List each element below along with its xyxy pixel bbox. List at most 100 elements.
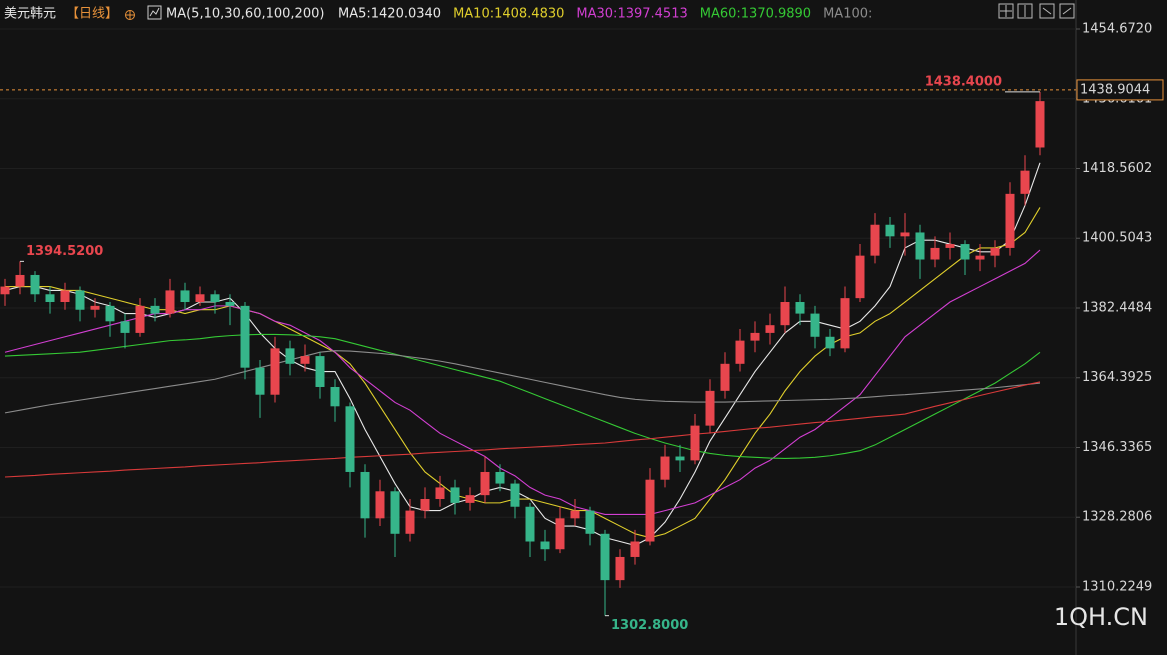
candle-body xyxy=(750,332,760,341)
ma-line xyxy=(4,350,1041,414)
grid xyxy=(0,28,1076,588)
annotations: 1438.4000 1302.8000 1394.5200 xyxy=(0,74,1076,633)
candle-body xyxy=(960,244,970,260)
candle-body xyxy=(945,244,955,248)
period[interactable]: 【日线】 xyxy=(66,7,118,22)
legend-entry: MA60:1370.9890 xyxy=(700,7,811,22)
candle-body xyxy=(825,336,835,349)
candle-body xyxy=(525,506,535,542)
legend-entry: MA10:1408.4830 xyxy=(453,7,564,22)
candle-body xyxy=(240,305,250,368)
candle-body xyxy=(990,247,1000,256)
tool-button[interactable] xyxy=(1059,3,1075,19)
tool-button[interactable] xyxy=(1017,3,1033,19)
candle-body xyxy=(795,302,805,314)
candle-body xyxy=(150,305,160,314)
candle-body xyxy=(600,533,610,581)
candle-body xyxy=(570,510,580,519)
candle-body xyxy=(900,232,910,237)
candle-body xyxy=(495,471,505,484)
candle-body xyxy=(705,390,715,426)
candle-body xyxy=(390,491,400,534)
candle-body xyxy=(885,224,895,237)
candles xyxy=(0,91,1045,616)
tool-glyph xyxy=(1062,7,1072,15)
high-label: 1438.4000 xyxy=(925,74,1002,89)
candle-body xyxy=(330,386,340,407)
y-tick-label: 1364.3925 xyxy=(1082,370,1152,385)
candle-body xyxy=(855,255,865,299)
candle-body xyxy=(135,305,145,333)
candle-body xyxy=(75,290,85,310)
legend-entry: MA5:1420.0340 xyxy=(338,7,441,22)
ma-lines xyxy=(4,162,1041,546)
candle-body xyxy=(165,290,175,314)
candle-body xyxy=(210,294,220,303)
candle-body xyxy=(480,471,490,496)
candle-body xyxy=(180,290,190,303)
low-label: 1302.8000 xyxy=(611,618,688,633)
header: 美元韩元 【日线】 MA(5,10,30,60,100,200) MA5:142… xyxy=(4,5,872,22)
candle-body xyxy=(660,456,670,480)
candle-body xyxy=(975,255,985,260)
candle-body xyxy=(765,325,775,333)
candle-body xyxy=(60,290,70,303)
candle-body xyxy=(270,348,280,395)
candle-body xyxy=(255,367,265,395)
legend-entry: MA100: xyxy=(823,7,872,22)
tool-glyph xyxy=(1042,7,1052,15)
candle-body xyxy=(735,340,745,364)
watermark: 1QH.CN xyxy=(1054,603,1148,631)
candle-body xyxy=(435,487,445,500)
indicator-icon[interactable] xyxy=(147,5,162,20)
current-price-label: 1438.9044 xyxy=(1080,82,1150,97)
candle-body xyxy=(1005,193,1015,248)
y-axis: 1454.67201436.61611418.56021400.50431382… xyxy=(1076,22,1164,594)
candle-body xyxy=(720,363,730,391)
candle-body xyxy=(45,294,55,303)
symbol: 美元韩元 xyxy=(4,7,56,22)
candle-body xyxy=(690,425,700,461)
ma-line xyxy=(4,381,1041,478)
candle-body xyxy=(555,518,565,550)
candle-body xyxy=(645,479,655,542)
candle-body xyxy=(1035,101,1045,148)
candle-body xyxy=(840,298,850,349)
y-tick-label: 1400.5043 xyxy=(1082,231,1152,246)
current-price-box xyxy=(1076,79,1164,101)
candle-body xyxy=(870,224,880,256)
candle-body xyxy=(930,247,940,260)
y-tick-label: 1310.2249 xyxy=(1082,579,1152,594)
y-tick-label: 1418.5602 xyxy=(1082,161,1152,176)
candle-body xyxy=(90,305,100,310)
ma-line xyxy=(4,249,1041,516)
candle-body xyxy=(540,541,550,550)
candle-body xyxy=(450,487,460,503)
y-tick-label: 1328.2806 xyxy=(1082,510,1152,525)
tool-button[interactable] xyxy=(998,3,1014,19)
y-tick-label: 1454.6720 xyxy=(1082,22,1152,37)
candle-body xyxy=(195,294,205,303)
candle-body xyxy=(630,541,640,557)
candle-body xyxy=(120,321,130,333)
candle-body xyxy=(510,483,520,507)
candle-body xyxy=(0,286,10,295)
y-tick-label: 1346.3365 xyxy=(1082,440,1152,455)
toolbar xyxy=(998,3,1075,19)
candle-body xyxy=(585,510,595,534)
tool-button[interactable] xyxy=(1039,3,1055,19)
ma-line xyxy=(4,333,1041,460)
candle-body xyxy=(1020,170,1030,194)
legend-entry: MA30:1397.4513 xyxy=(576,7,687,22)
candle-body xyxy=(345,406,355,472)
candle-body xyxy=(420,499,430,511)
candle-body xyxy=(780,302,790,326)
ma-spec: MA(5,10,30,60,100,200) xyxy=(166,7,324,22)
candle-body xyxy=(225,302,235,306)
candle-body xyxy=(105,305,115,322)
indicator-icon xyxy=(149,7,160,17)
candle-body xyxy=(675,456,685,461)
candle-body xyxy=(465,495,475,503)
